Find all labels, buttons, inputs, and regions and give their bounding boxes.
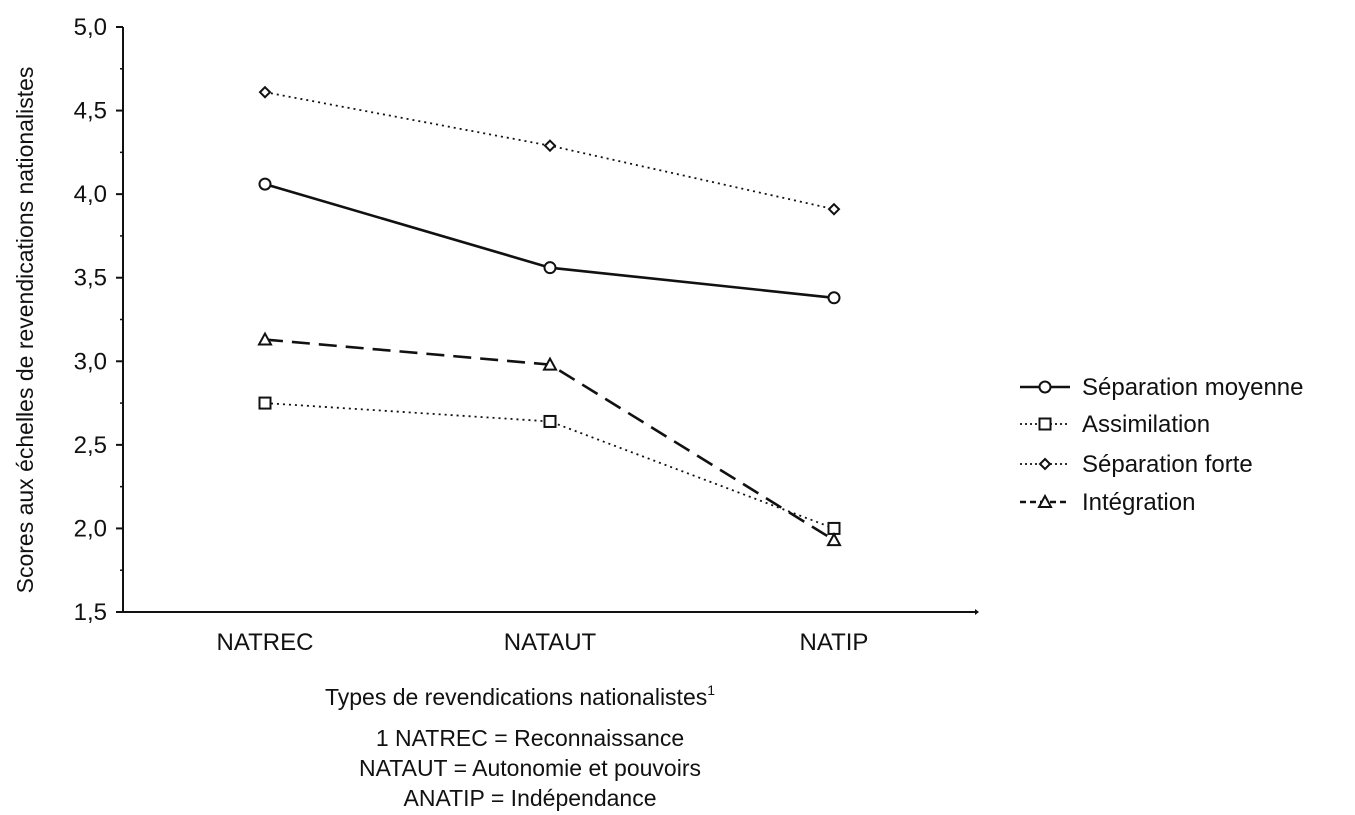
y-tick-label: 2,5 <box>74 432 107 459</box>
legend-item-assimilation: Assimilation <box>1020 411 1210 438</box>
x-tick-label-natip: NATIP <box>800 629 869 656</box>
series-line-separation-moyenne <box>264 182 835 300</box>
y-tick-label: 3,5 <box>74 265 107 292</box>
x-tick-label-natrec: NATREC <box>217 629 314 656</box>
legend-label-assimilation: Assimilation <box>1082 411 1210 438</box>
legend: Séparation moyenne Assimilation Séparation… <box>1020 374 1303 516</box>
series-separation-moyenne <box>258 177 841 305</box>
legend-item-separation-forte: Séparation forte <box>1020 451 1253 478</box>
data-point-integration-natip <box>826 532 842 547</box>
y-tick-label: 3,0 <box>74 348 107 375</box>
legend-marker-separation-moyenne <box>1038 380 1052 394</box>
x-axis-title-superscript: 1 <box>707 682 715 698</box>
footnote-2: NATAUT = Autonomie et pouvoirs <box>359 755 701 781</box>
data-point-separation-moyenne-natrec <box>258 177 272 191</box>
plot-series <box>257 85 842 547</box>
data-point-separation-moyenne-nataut <box>543 261 557 275</box>
x-tick-label-nataut: NATAUT <box>504 629 597 656</box>
legend-label-separation-moyenne: Séparation moyenne <box>1082 374 1303 401</box>
legend-marker-integration <box>1037 493 1053 508</box>
legend-label-separation-forte: Séparation forte <box>1082 451 1253 478</box>
data-point-integration-natrec <box>257 331 273 346</box>
y-tick-label: 5,0 <box>74 14 107 41</box>
series-separation-forte <box>258 85 841 216</box>
footnote-1: 1 NATREC = Reconnaissance <box>376 725 684 751</box>
y-axis-title: Scores aux échelles de revendications na… <box>12 67 38 594</box>
series-assimilation <box>258 396 841 535</box>
y-axis: 1,5 2,0 2,5 3,0 3,5 4,0 4,5 5,0 <box>74 14 124 626</box>
series-integration <box>257 331 842 547</box>
series-line-assimilation <box>264 402 835 530</box>
y-tick-label: 1,5 <box>74 599 107 626</box>
y-tick-label: 2,0 <box>74 515 107 542</box>
data-point-separation-forte-natip <box>827 202 841 216</box>
legend-item-separation-moyenne: Séparation moyenne <box>1020 374 1303 401</box>
x-axis-title-text: Types de revendications nationalistes <box>325 684 707 710</box>
data-point-integration-nataut <box>542 356 558 371</box>
data-point-separation-forte-natrec <box>258 85 272 99</box>
data-point-separation-forte-nataut <box>543 139 557 153</box>
legend-marker-separation-forte <box>1038 457 1052 471</box>
legend-marker-assimilation <box>1038 417 1052 431</box>
y-tick-label: 4,0 <box>74 181 107 208</box>
legend-label-integration: Intégration <box>1082 489 1195 516</box>
x-axis-title: Types de revendications nationalistes1 <box>325 682 715 710</box>
data-point-separation-moyenne-natip <box>827 291 841 305</box>
data-point-assimilation-nataut <box>543 414 557 428</box>
legend-item-integration: Intégration <box>1020 489 1195 516</box>
footnote-3: ANATIP = Indépendance <box>404 785 657 811</box>
x-axis: NATREC NATAUT NATIP <box>123 609 979 656</box>
x-axis-end-mark <box>975 609 979 615</box>
y-tick-label: 4,5 <box>74 98 107 125</box>
data-point-assimilation-natrec <box>258 396 272 410</box>
